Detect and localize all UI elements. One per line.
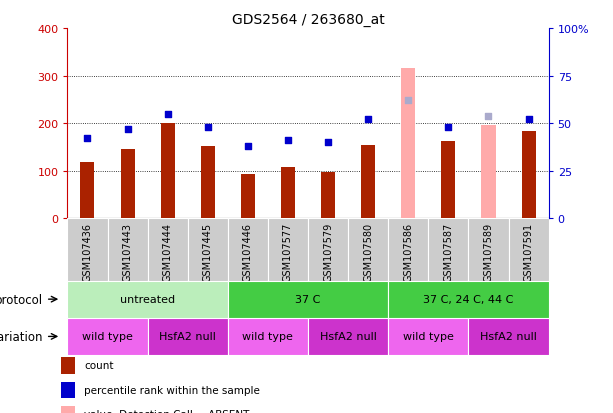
Bar xyxy=(161,124,175,219)
Bar xyxy=(268,219,308,281)
Text: genotype/variation: genotype/variation xyxy=(0,330,44,343)
Bar xyxy=(67,219,107,281)
Text: HsfA2 null: HsfA2 null xyxy=(159,332,216,342)
Bar xyxy=(481,125,495,219)
Bar xyxy=(361,145,375,219)
Point xyxy=(163,111,173,118)
Text: GSM107580: GSM107580 xyxy=(363,222,373,281)
Bar xyxy=(428,219,468,281)
Bar xyxy=(61,358,75,374)
Point xyxy=(243,143,253,150)
Text: GSM107579: GSM107579 xyxy=(323,222,333,281)
Text: GSM107443: GSM107443 xyxy=(123,222,132,281)
Bar xyxy=(148,318,228,355)
Text: GSM107577: GSM107577 xyxy=(283,222,293,281)
Bar xyxy=(522,132,536,219)
Point xyxy=(123,126,132,133)
Bar xyxy=(388,219,428,281)
Text: protocol: protocol xyxy=(0,293,44,306)
Title: GDS2564 / 263680_at: GDS2564 / 263680_at xyxy=(232,12,384,26)
Text: count: count xyxy=(84,361,113,370)
Bar xyxy=(201,147,215,219)
Bar xyxy=(468,318,549,355)
Bar xyxy=(388,318,468,355)
Text: wild type: wild type xyxy=(403,332,454,342)
Text: GSM107587: GSM107587 xyxy=(443,222,454,281)
Point xyxy=(484,113,493,120)
Text: untreated: untreated xyxy=(120,294,175,304)
Bar xyxy=(441,142,455,219)
Bar xyxy=(188,219,228,281)
Text: wild type: wild type xyxy=(243,332,294,342)
Bar xyxy=(468,219,509,281)
Text: HsfA2 null: HsfA2 null xyxy=(480,332,537,342)
Bar xyxy=(67,318,148,355)
Bar xyxy=(148,219,188,281)
Text: GSM107445: GSM107445 xyxy=(203,222,213,281)
Text: GSM107591: GSM107591 xyxy=(524,222,533,281)
Point xyxy=(524,117,533,123)
Bar xyxy=(402,69,415,219)
Text: percentile rank within the sample: percentile rank within the sample xyxy=(84,385,260,395)
Point xyxy=(283,138,293,144)
Bar xyxy=(321,173,335,219)
Bar xyxy=(308,219,348,281)
Point xyxy=(83,136,93,142)
Bar xyxy=(80,163,94,219)
Point xyxy=(403,98,413,104)
Point xyxy=(364,117,373,123)
Bar xyxy=(67,281,228,318)
Point xyxy=(203,124,213,131)
Bar xyxy=(509,219,549,281)
Bar xyxy=(61,382,75,398)
Point xyxy=(323,140,333,146)
Bar xyxy=(281,168,295,219)
Text: GSM107436: GSM107436 xyxy=(83,222,93,281)
Point xyxy=(443,124,453,131)
Bar xyxy=(61,406,75,413)
Text: GSM107586: GSM107586 xyxy=(403,222,413,281)
Bar xyxy=(228,219,268,281)
Bar xyxy=(241,175,255,219)
Bar xyxy=(228,281,388,318)
Bar xyxy=(348,219,388,281)
Text: GSM107589: GSM107589 xyxy=(484,222,493,281)
Bar xyxy=(388,281,549,318)
Text: HsfA2 null: HsfA2 null xyxy=(320,332,376,342)
Bar xyxy=(228,318,308,355)
Bar xyxy=(308,318,388,355)
Text: GSM107446: GSM107446 xyxy=(243,222,253,281)
Text: value, Detection Call = ABSENT: value, Detection Call = ABSENT xyxy=(84,409,249,413)
Text: wild type: wild type xyxy=(82,332,133,342)
Bar xyxy=(107,219,148,281)
Text: GSM107444: GSM107444 xyxy=(162,222,173,281)
Text: 37 C, 24 C, 44 C: 37 C, 24 C, 44 C xyxy=(423,294,514,304)
Bar xyxy=(121,150,135,219)
Text: 37 C: 37 C xyxy=(295,294,321,304)
